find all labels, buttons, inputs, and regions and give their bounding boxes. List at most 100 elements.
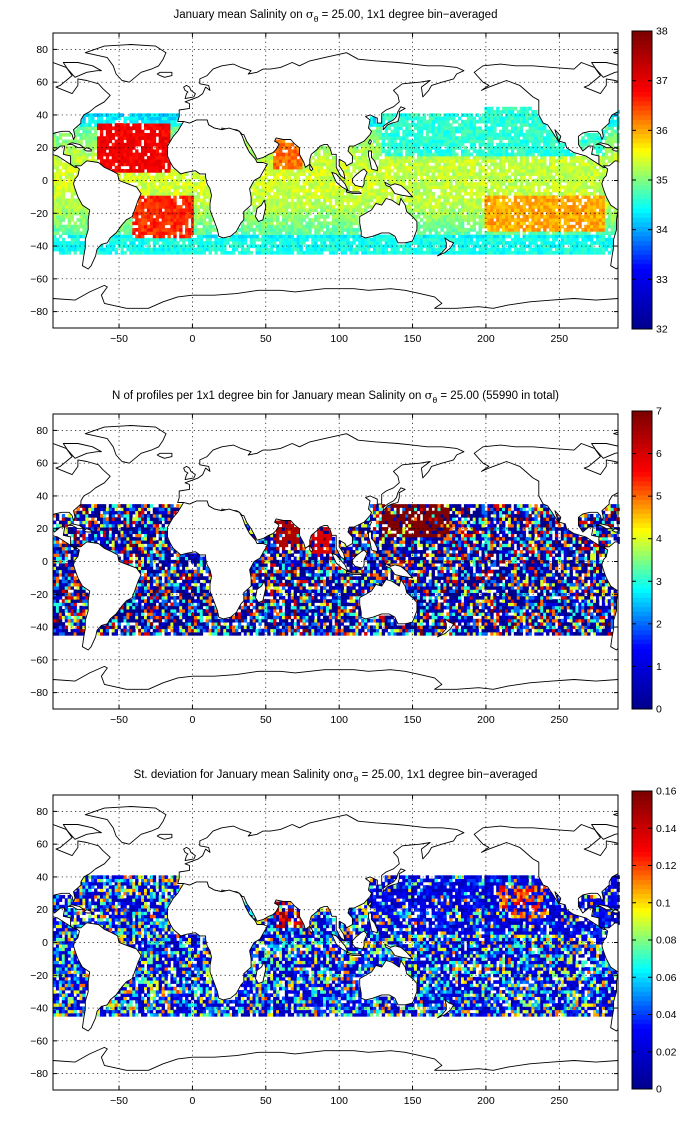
data-cell	[314, 175, 318, 180]
data-cell	[284, 155, 289, 160]
data-cell	[67, 224, 72, 229]
data-cell	[138, 234, 142, 239]
data-cell	[531, 132, 535, 137]
data-cell	[466, 169, 471, 173]
data-cell	[449, 224, 453, 229]
data-cell	[490, 169, 494, 173]
data-cell	[478, 218, 482, 222]
data-cell	[460, 136, 465, 140]
data-cell	[202, 224, 207, 229]
data-cell	[290, 162, 295, 167]
data-cell	[64, 247, 69, 252]
data-cell	[352, 149, 356, 154]
data-cell	[314, 228, 318, 232]
data-cell	[534, 191, 538, 196]
data-cell	[173, 231, 177, 235]
data-cell	[296, 214, 300, 219]
data-cell	[378, 178, 383, 183]
data-cell	[525, 218, 529, 222]
data-cell	[70, 237, 74, 242]
data-cell	[76, 244, 80, 249]
data-cell	[531, 205, 535, 209]
data-cell	[190, 218, 195, 222]
data-cell	[593, 136, 597, 140]
data-cell	[519, 139, 524, 144]
data-cell	[55, 155, 60, 160]
data-cell	[384, 169, 388, 173]
data-cell	[331, 250, 336, 255]
data-cell	[61, 231, 66, 235]
data-cell	[264, 244, 268, 249]
data-cell	[270, 155, 274, 160]
data-cell	[249, 214, 253, 219]
data-cell	[452, 169, 456, 173]
data-cell	[246, 221, 251, 226]
data-cell	[164, 188, 168, 193]
data-cell	[232, 241, 236, 245]
data-cell	[149, 224, 154, 229]
data-cell	[458, 218, 462, 222]
data-cell	[522, 247, 526, 252]
data-cell	[108, 241, 113, 245]
data-cell	[569, 178, 573, 183]
data-cell	[205, 234, 209, 239]
data-cell	[554, 228, 559, 232]
data-cell	[287, 142, 292, 147]
data-cell	[546, 224, 550, 229]
data-cell	[540, 155, 544, 160]
data-cell	[569, 155, 573, 160]
data-cell	[387, 250, 391, 255]
data-cell	[601, 155, 606, 160]
data-cell	[449, 136, 453, 140]
data-cell	[155, 191, 160, 196]
data-cell	[581, 237, 585, 242]
data-cell	[129, 146, 133, 150]
data-cell	[143, 224, 148, 229]
data-cell	[176, 182, 180, 186]
data-cell	[510, 224, 515, 229]
data-cell	[185, 182, 189, 186]
data-cell	[94, 159, 98, 163]
data-cell	[419, 185, 424, 190]
data-cell	[563, 175, 568, 180]
data-cell	[167, 241, 171, 245]
data-cell	[94, 152, 98, 157]
data-cell	[510, 172, 515, 176]
data-cell	[507, 178, 512, 183]
data-cell	[375, 195, 380, 199]
data-cell	[581, 218, 585, 222]
data-cell	[384, 175, 388, 180]
data-cell	[455, 188, 459, 193]
data-cell	[469, 198, 474, 203]
data-cell	[408, 247, 412, 252]
data-cell	[114, 237, 118, 242]
data-cell	[537, 195, 541, 199]
data-cell	[143, 214, 148, 219]
data-cell	[193, 201, 198, 206]
data-cell	[537, 224, 541, 229]
data-cell	[452, 250, 456, 255]
data-cell	[308, 172, 312, 176]
data-cell	[581, 231, 585, 235]
data-cell	[55, 185, 60, 190]
data-cell	[158, 129, 162, 134]
data-cell	[170, 175, 174, 180]
data-cell	[258, 231, 262, 235]
data-cell	[408, 195, 412, 199]
data-cell	[528, 237, 532, 242]
data-cell	[578, 234, 582, 239]
data-cell	[505, 231, 509, 235]
data-cell	[170, 247, 174, 252]
data-cell	[73, 152, 77, 157]
data-cell	[375, 155, 380, 160]
data-cell	[158, 175, 162, 180]
data-cell	[155, 247, 160, 252]
data-cell	[584, 162, 588, 167]
data-cell	[325, 172, 330, 176]
data-cell	[185, 244, 189, 249]
data-cell	[317, 195, 321, 199]
data-cell	[416, 201, 421, 206]
data-cell	[437, 159, 441, 163]
data-cell	[428, 139, 433, 144]
data-cell	[120, 178, 124, 183]
